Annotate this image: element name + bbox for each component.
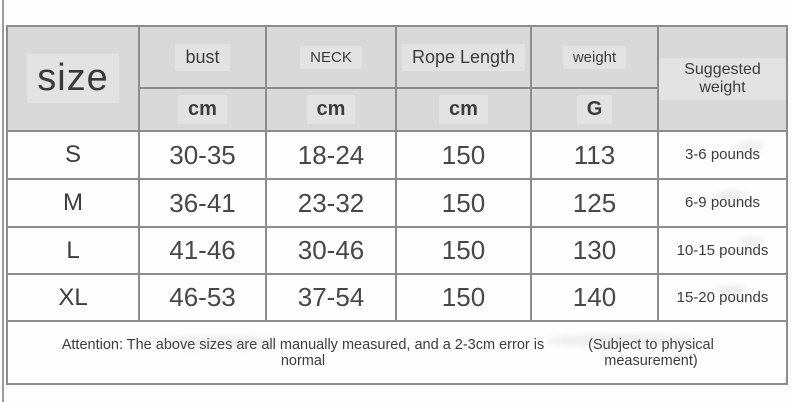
rope-length-value: 150	[441, 139, 486, 170]
neck-value: 37-54	[297, 282, 365, 312]
row-l-bust: 41-46	[138, 226, 267, 275]
row-xl-rope-length: 150	[395, 273, 532, 322]
bust-unit-label: cm	[178, 95, 227, 124]
weight-unit-label: G	[576, 95, 613, 124]
bust-value: 41-46	[169, 235, 236, 265]
col-header-rope-length: Rope Length	[395, 25, 532, 89]
neck-value: 30-46	[297, 235, 365, 265]
suggested-weight-value: 15-20 pounds	[676, 288, 769, 306]
suggested-weight-value: 10-15 pounds	[676, 241, 769, 259]
row-m-bust: 36-41	[138, 178, 267, 228]
measurement-note: (Subject to physical measurement)	[588, 336, 714, 369]
footer-row: Attention: The above sizes are all manua…	[6, 320, 788, 385]
row-xl-weight: 140	[530, 273, 659, 322]
weight-header-label: weight	[562, 45, 627, 69]
table-row-m: M 36-41 23-32 150 125 6-9 pounds	[6, 178, 788, 228]
row-xl-size: XL	[6, 273, 140, 322]
unit-bust: cm	[138, 87, 267, 132]
weight-value: 140	[572, 282, 617, 312]
neck-header-label: NECK	[300, 45, 362, 69]
table-row-s: S 30-35 18-24 150 113 3-6 pounds	[6, 130, 788, 180]
row-l-rope-length: 150	[395, 226, 532, 275]
rope-length-unit-label: cm	[439, 95, 488, 124]
rope-length-header-label: Rope Length	[401, 43, 526, 71]
neck-value: 23-32	[297, 187, 365, 218]
rope-length-value: 150	[441, 282, 486, 312]
row-l-weight: 130	[530, 226, 659, 275]
col-header-bust: bust	[138, 25, 267, 89]
row-s-suggested-weight: 3-6 pounds	[657, 130, 788, 180]
suggested-weight-value: 6-9 pounds	[684, 194, 761, 211]
bust-value: 46-53	[169, 282, 236, 312]
col-header-weight: weight	[530, 25, 659, 89]
size-chart-table: size bust NECK Rope Length weight Sugges…	[6, 25, 788, 385]
rope-length-value: 150	[441, 187, 486, 218]
row-m-size: M	[6, 178, 140, 228]
row-xl-bust: 46-53	[138, 273, 267, 322]
suggested-weight-value: 3-6 pounds	[684, 146, 761, 163]
table-row-xl: XL 46-53 37-54 150 140 15-20 pounds	[6, 273, 788, 322]
row-m-rope-length: 150	[395, 178, 532, 228]
bust-value: 30-35	[169, 139, 236, 170]
suggested-weight-header-label: Suggested weight	[659, 57, 786, 100]
row-xl-neck: 37-54	[265, 273, 397, 322]
row-m-neck: 23-32	[265, 178, 397, 228]
page-edge-line	[2, 0, 4, 402]
row-s-neck: 18-24	[265, 130, 397, 180]
row-s-bust: 30-35	[138, 130, 267, 180]
size-value: S	[64, 141, 81, 168]
row-m-weight: 125	[530, 178, 659, 228]
weight-value: 130	[572, 235, 617, 265]
col-header-size: size	[6, 25, 140, 132]
row-s-weight: 113	[530, 130, 659, 180]
header-row-units: cm cm cm G	[7, 87, 787, 132]
weight-value: 113	[573, 139, 616, 170]
row-l-size: L	[6, 226, 140, 275]
bust-value: 36-41	[169, 187, 236, 218]
row-xl-suggested-weight: 15-20 pounds	[657, 273, 788, 322]
row-s-size: S	[6, 130, 140, 180]
col-header-suggested-weight: Suggested weight	[657, 25, 788, 132]
row-s-rope-length: 150	[395, 130, 532, 180]
col-header-neck: NECK	[265, 25, 397, 89]
unit-rope-length: cm	[395, 87, 532, 132]
footer-note-cell: Attention: The above sizes are all manua…	[6, 320, 788, 385]
row-m-suggested-weight: 6-9 pounds	[657, 178, 788, 228]
neck-value: 18-24	[297, 139, 365, 170]
size-header-label: size	[27, 54, 119, 103]
weight-value: 125	[572, 187, 617, 218]
size-value: L	[66, 236, 80, 264]
bust-header-label: bust	[175, 43, 230, 71]
header-row-labels: size bust NECK Rope Length weight Sugges…	[6, 25, 788, 132]
size-value: M	[63, 189, 83, 216]
unit-neck: cm	[265, 87, 397, 132]
row-l-neck: 30-46	[265, 226, 397, 275]
neck-unit-label: cm	[306, 95, 356, 124]
size-value: XL	[58, 283, 88, 311]
table-row-l: L 41-46 30-46 150 130 10-15 pounds	[6, 226, 788, 275]
row-l-suggested-weight: 10-15 pounds	[657, 226, 788, 275]
attention-note: Attention: The above sizes are all manua…	[61, 336, 545, 369]
unit-weight: G	[530, 87, 659, 132]
rope-length-value: 150	[441, 235, 486, 265]
